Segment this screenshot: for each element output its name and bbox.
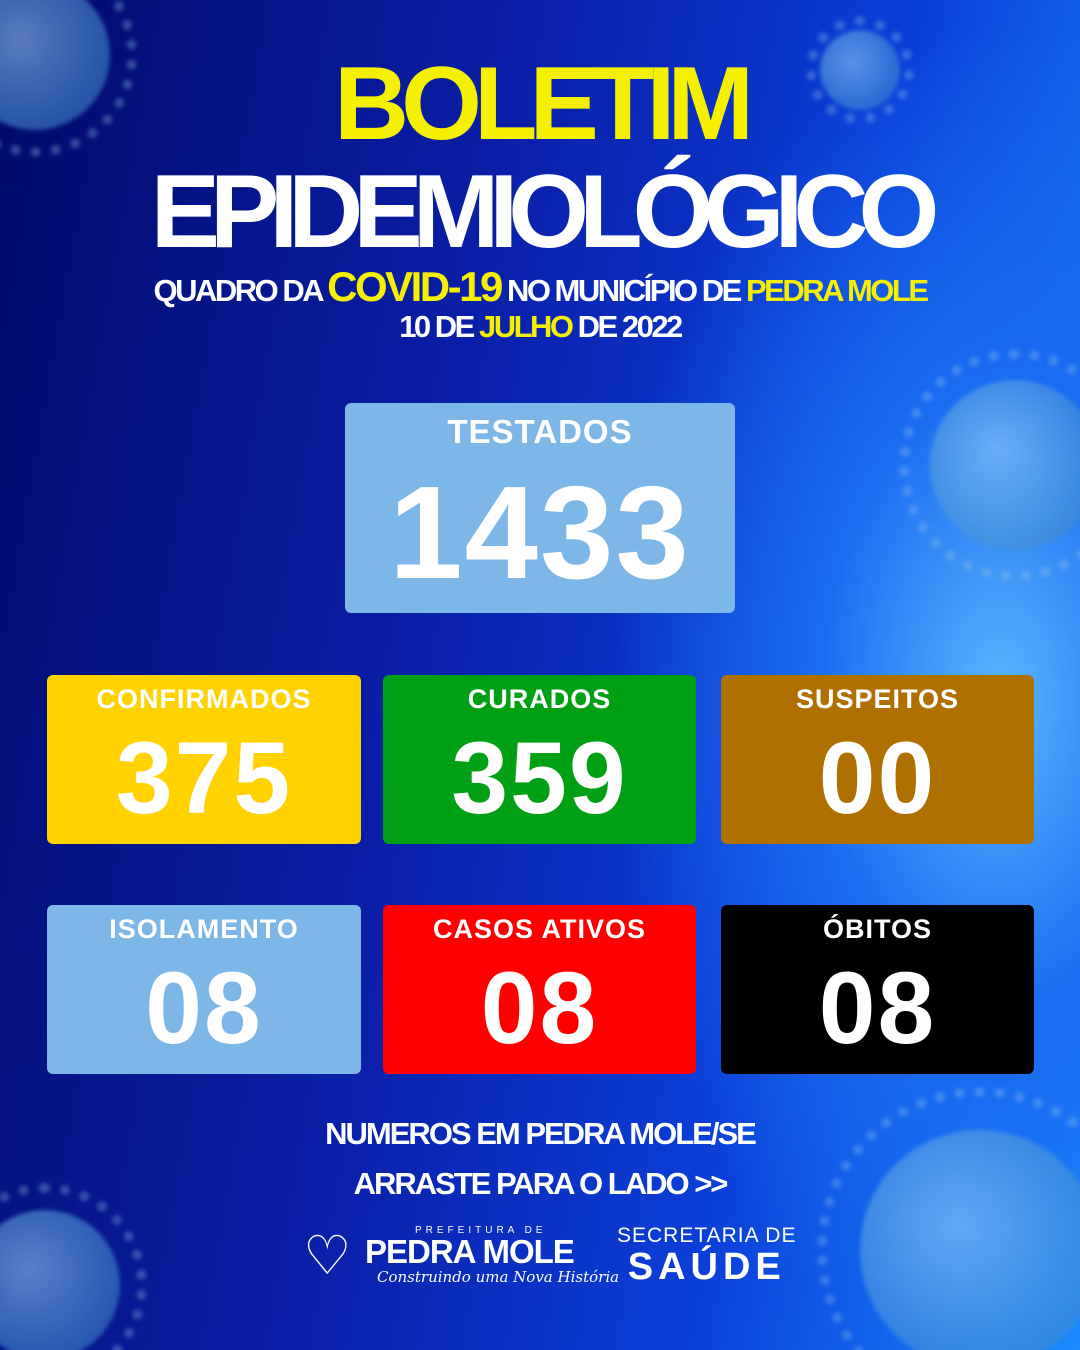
prefeitura-logo: ♡ PREFEITURA DE PEDRA MOLE Construindo u… xyxy=(303,1225,619,1287)
card-curados: CURADOS 359 xyxy=(383,675,696,844)
logo-prefix: PREFEITURA DE xyxy=(415,1225,547,1236)
secretaria-line2: SAÚDE xyxy=(627,1246,786,1288)
card-value: 08 xyxy=(145,951,263,1065)
subtitle-covid: COVID-19 xyxy=(327,263,503,310)
footer-location: NUMEROS EM PEDRA MOLE/SE xyxy=(325,1116,757,1151)
title-epidemiologico: EPIDEMIOLÓGICO xyxy=(150,154,940,270)
virus-illustration xyxy=(805,15,915,125)
title-boletim: BOLETIM xyxy=(334,46,754,162)
card-isolamento: ISOLAMENTO 08 xyxy=(47,905,361,1074)
virus-illustration xyxy=(816,1086,1080,1350)
subtitle-place: PEDRA MOLE xyxy=(745,273,929,308)
subtitle: QUADRO DA COVID-19 NO MUNICÍPIO DE PEDRA… xyxy=(0,266,1080,312)
virus-illustration xyxy=(0,1183,147,1350)
date-year: DE 2022 xyxy=(571,309,684,344)
footer-swipe-hint: ARRASTE PARA O LADO >> xyxy=(353,1166,729,1201)
card-label: CONFIRMADOS xyxy=(96,684,312,714)
card-confirmados: CONFIRMADOS 375 xyxy=(47,675,361,844)
secretaria-logo: SECRETARIA DE SAÚDE xyxy=(617,1224,796,1287)
subtitle-pre: QUADRO DA xyxy=(153,273,328,308)
heart-people-icon: ♡ xyxy=(303,1226,352,1286)
card-obitos: ÓBITOS 08 xyxy=(721,905,1034,1074)
card-value: 00 xyxy=(818,721,937,835)
secretaria-line1: SECRETARIA DE xyxy=(617,1224,797,1247)
card-label: ÓBITOS xyxy=(822,914,933,944)
card-value: 08 xyxy=(480,951,599,1065)
card-testados: TESTADOS 1433 xyxy=(345,403,735,613)
card-label: SUSPEITOS xyxy=(795,684,960,714)
card-label: ISOLAMENTO xyxy=(109,914,299,944)
card-value: 359 xyxy=(451,721,628,835)
card-value: 375 xyxy=(115,721,293,835)
card-value: 1433 xyxy=(389,459,691,606)
subtitle-mid: NO MUNICÍPIO DE xyxy=(500,273,746,308)
logo-slogan: Construindo uma Nova História xyxy=(377,1268,620,1286)
card-label: TESTADOS xyxy=(447,413,633,450)
logo-name: PEDRA MOLE xyxy=(365,1233,575,1270)
card-suspeitos: SUSPEITOS 00 xyxy=(721,675,1034,844)
card-casos-ativos: CASOS ATIVOS 08 xyxy=(383,905,696,1074)
card-value: 08 xyxy=(818,951,937,1065)
date-month: JULHO xyxy=(478,309,574,344)
card-label: CURADOS xyxy=(467,684,612,714)
date: 10 DE JULHO DE 2022 xyxy=(0,310,1080,344)
date-day: 10 DE xyxy=(399,309,479,344)
card-label: CASOS ATIVOS xyxy=(432,914,647,944)
virus-illustration xyxy=(899,349,1080,581)
